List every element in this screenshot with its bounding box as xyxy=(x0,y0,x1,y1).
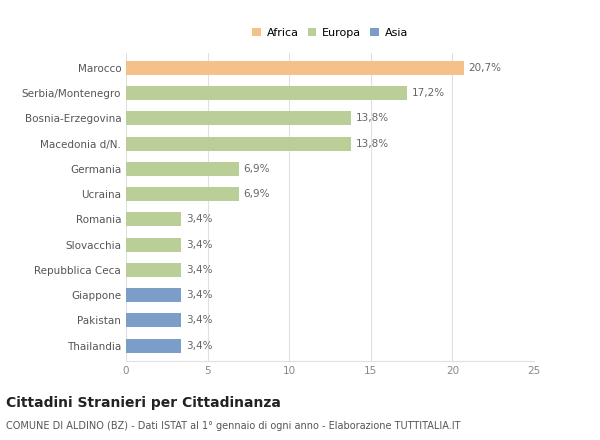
Bar xyxy=(126,339,181,352)
Bar xyxy=(126,162,239,176)
Text: 3,4%: 3,4% xyxy=(187,290,213,300)
Text: COMUNE DI ALDINO (BZ) - Dati ISTAT al 1° gennaio di ogni anno - Elaborazione TUT: COMUNE DI ALDINO (BZ) - Dati ISTAT al 1°… xyxy=(6,421,461,431)
Bar xyxy=(126,86,407,100)
Text: 6,9%: 6,9% xyxy=(244,164,270,174)
Bar xyxy=(126,213,181,226)
Bar xyxy=(126,288,181,302)
Text: 3,4%: 3,4% xyxy=(187,315,213,326)
Text: 3,4%: 3,4% xyxy=(187,240,213,249)
Bar xyxy=(126,137,351,150)
Text: 6,9%: 6,9% xyxy=(244,189,270,199)
Bar xyxy=(126,187,239,201)
Text: 13,8%: 13,8% xyxy=(356,139,389,149)
Bar xyxy=(126,61,464,75)
Legend: Africa, Europa, Asia: Africa, Europa, Asia xyxy=(249,25,411,41)
Text: Cittadini Stranieri per Cittadinanza: Cittadini Stranieri per Cittadinanza xyxy=(6,396,281,410)
Text: 20,7%: 20,7% xyxy=(469,63,502,73)
Text: 17,2%: 17,2% xyxy=(412,88,445,98)
Text: 13,8%: 13,8% xyxy=(356,114,389,124)
Text: 3,4%: 3,4% xyxy=(187,214,213,224)
Bar xyxy=(126,263,181,277)
Bar xyxy=(126,313,181,327)
Bar xyxy=(126,238,181,252)
Text: 3,4%: 3,4% xyxy=(187,265,213,275)
Bar xyxy=(126,111,351,125)
Text: 3,4%: 3,4% xyxy=(187,341,213,351)
